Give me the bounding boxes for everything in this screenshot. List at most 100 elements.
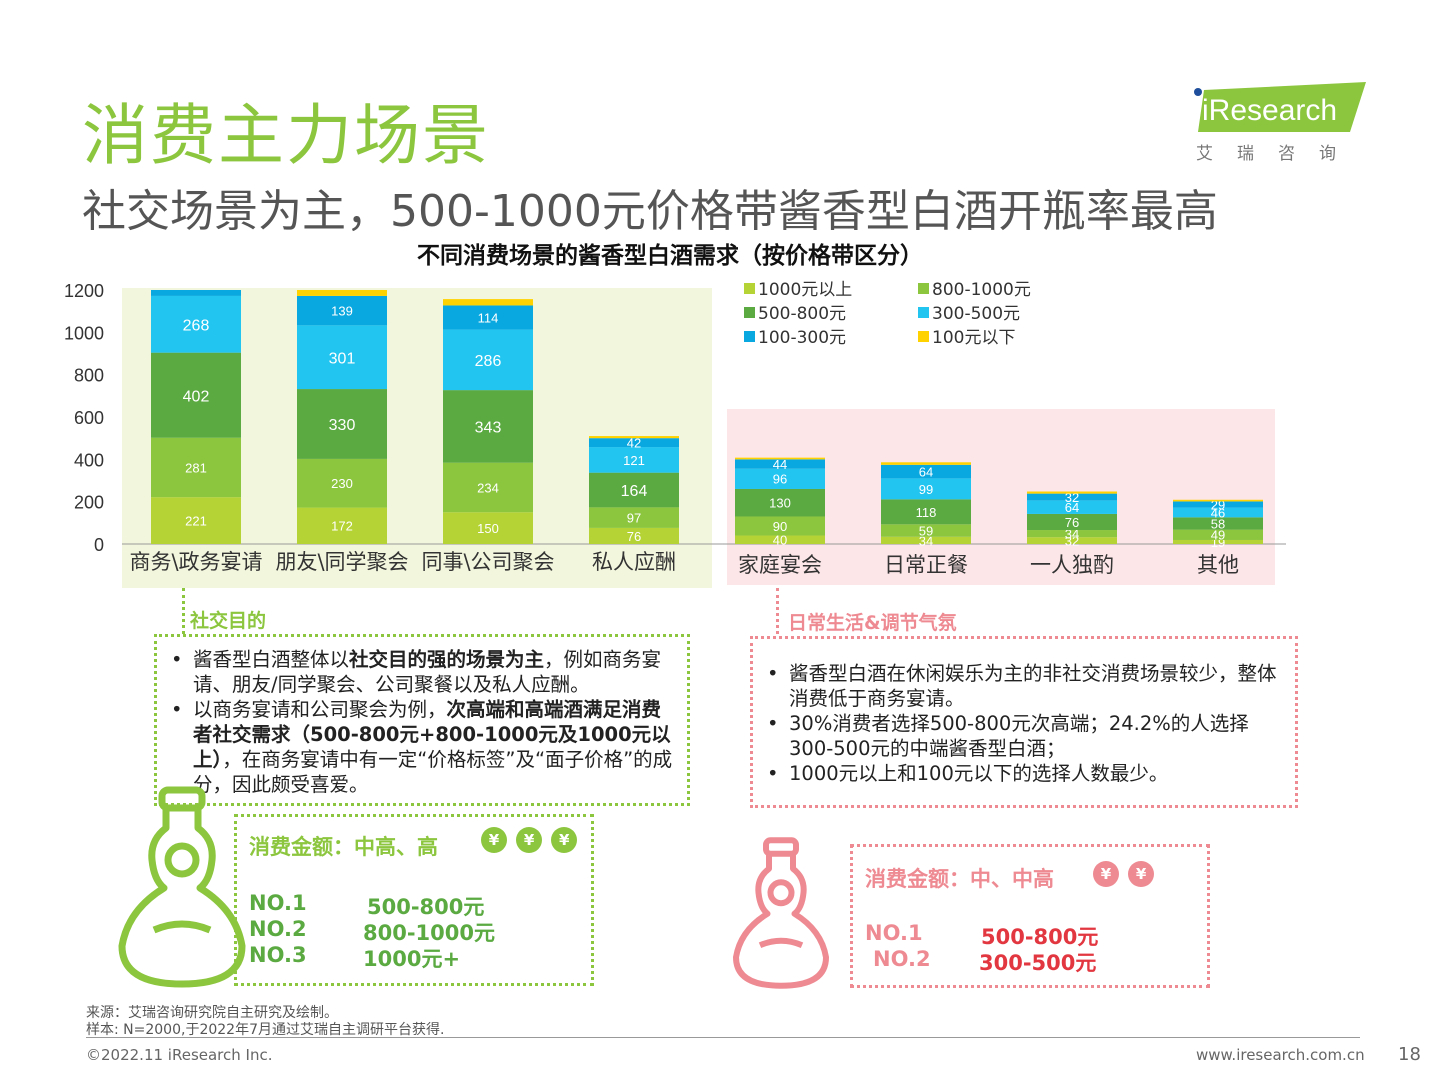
legend-swatch bbox=[744, 283, 755, 294]
bar-data-label: 118 bbox=[916, 505, 937, 520]
bar-data-label: 64 bbox=[919, 465, 933, 480]
bar-segment bbox=[1027, 491, 1117, 494]
social-bullet-2: 以商务宴请和公司聚会为例，次高端和高端酒满足消费者社交需求（500-800元+8… bbox=[163, 697, 673, 797]
bar-segment bbox=[443, 390, 533, 463]
bar-segment bbox=[1173, 501, 1263, 508]
bar-data-label: 221 bbox=[185, 514, 207, 529]
stacked-bar-chart: 0 200 400 600 800 1000 1200 221 281 402 268 商务\政务宴请… bbox=[64, 280, 1286, 588]
bar-data-label: 99 bbox=[919, 482, 933, 497]
bar-segment bbox=[881, 524, 971, 537]
x-category-label: 家庭宴会 bbox=[738, 553, 822, 577]
footer-divider bbox=[86, 1037, 1360, 1038]
legend-swatch bbox=[744, 307, 755, 318]
x-category-label: 一人独酌 bbox=[1030, 553, 1114, 577]
yen-icon: ¥ bbox=[481, 827, 507, 853]
bar-data-label: 268 bbox=[183, 317, 210, 334]
social-yen-icons: ¥ ¥ ¥ bbox=[477, 827, 578, 853]
social-bullets: 酱香型白酒整体以社交目的强的场景为主，例如商务宴请、朋友/同学聚会、公司聚餐以及… bbox=[163, 647, 673, 797]
social-panel: 酱香型白酒整体以社交目的强的场景为主，例如商务宴请、朋友/同学聚会、公司聚餐以及… bbox=[154, 634, 690, 806]
daily-rank-1-no: NO.1 bbox=[865, 921, 923, 945]
bar-segment bbox=[443, 305, 533, 330]
bar-segment bbox=[297, 290, 387, 296]
bar-data-label: 96 bbox=[773, 472, 787, 487]
bar-data-label: 49 bbox=[1211, 528, 1225, 543]
legend-label: 1000元以上 bbox=[758, 280, 852, 300]
social-spend-box: 消费金额：中高、高 ¥ ¥ ¥ NO.1 500-800元 NO.2 800-1… bbox=[234, 814, 594, 986]
bar-data-label: 64 bbox=[1065, 500, 1079, 515]
bar-segment bbox=[1173, 517, 1263, 530]
bar-data-label: 44 bbox=[773, 457, 787, 472]
bar-segment bbox=[1027, 493, 1117, 501]
bar-segment bbox=[1027, 530, 1117, 538]
yen-icon: ¥ bbox=[551, 827, 578, 853]
bar-segment bbox=[735, 488, 825, 517]
bar-data-label: 234 bbox=[477, 480, 499, 495]
daily-rank-2-value: 300-500元 bbox=[979, 951, 1097, 975]
bar-data-label: 76 bbox=[627, 529, 641, 544]
daily-rank-1-value: 500-800元 bbox=[981, 925, 1099, 949]
bar-data-label: 343 bbox=[475, 419, 502, 436]
bar-segment bbox=[443, 329, 533, 391]
bar-data-label: 281 bbox=[185, 460, 207, 475]
yen-icon: ¥ bbox=[516, 827, 543, 853]
social-rank-3-value: 1000元+ bbox=[363, 947, 461, 971]
bar-segment bbox=[735, 457, 825, 460]
daily-bullet-2: 30%消费者选择500-800元次高端；24.2%的人选择300-500元的中端… bbox=[759, 711, 1281, 761]
bar-data-label: 32 bbox=[1065, 490, 1079, 505]
sample-note: 样本: N=2000,于2022年7月通过艾瑞自主调研平台获得. bbox=[86, 1022, 445, 1038]
bar-data-label: 76 bbox=[1065, 515, 1079, 530]
bar-segment bbox=[735, 468, 825, 489]
daily-bullet-1: 酱香型白酒在休闲娱乐为主的非社交消费场景较少，整体消费低于商务宴请。 bbox=[759, 661, 1281, 711]
bar-data-label: 286 bbox=[475, 353, 502, 370]
bar-data-label: 114 bbox=[478, 310, 499, 325]
bar-data-label: 29 bbox=[1211, 497, 1225, 512]
y-tick-label: 400 bbox=[74, 450, 104, 470]
bar-data-label: 150 bbox=[477, 521, 499, 536]
bar-data-label: 46 bbox=[1211, 505, 1225, 520]
chart-title: 不同消费场景的酱香型白酒需求（按价格带区分） bbox=[417, 243, 923, 269]
x-category-label: 商务\政务宴请 bbox=[129, 550, 262, 574]
x-category-label: 日常正餐 bbox=[884, 553, 968, 577]
bar-segment bbox=[735, 459, 825, 469]
daily-spend-title: 消费金额：中、中高 bbox=[865, 867, 1054, 891]
daily-bullets: 酱香型白酒在休闲娱乐为主的非社交消费场景较少，整体消费低于商务宴请。 30%消费… bbox=[759, 661, 1281, 786]
bar-segment bbox=[589, 447, 679, 473]
bar-segment bbox=[297, 389, 387, 459]
bar-segment bbox=[881, 464, 971, 479]
bar-data-label: 172 bbox=[331, 519, 353, 534]
bar-segment bbox=[589, 527, 679, 544]
x-category-label: 同事\公司聚会 bbox=[421, 550, 554, 574]
bar-data-label: 330 bbox=[329, 417, 356, 434]
legend-label: 100-300元 bbox=[758, 328, 846, 348]
logo-subtitle: 艾瑞咨询 bbox=[1196, 144, 1360, 164]
legend-swatch bbox=[918, 283, 929, 294]
green-bottle-icon bbox=[118, 786, 246, 988]
bar-segment bbox=[443, 512, 533, 544]
bar-segment bbox=[151, 295, 241, 353]
bar-segment bbox=[297, 458, 387, 508]
x-category-label: 其他 bbox=[1197, 553, 1239, 577]
bar-segment bbox=[443, 462, 533, 513]
social-spend-title: 消费金额：中高、高 bbox=[249, 835, 438, 859]
legend-label: 800-1000元 bbox=[932, 280, 1031, 300]
bar-data-label: 130 bbox=[769, 496, 791, 511]
page-subtitle: 社交场景为主，500-1000元价格带酱香型白酒开瓶率最高 bbox=[82, 186, 1218, 237]
social-rank-3-no: NO.3 bbox=[249, 943, 307, 967]
y-tick-label: 800 bbox=[74, 366, 104, 386]
daily-rank-2-no: NO.2 bbox=[873, 947, 931, 971]
bar-segment bbox=[1173, 539, 1263, 544]
bar-segment bbox=[1173, 499, 1263, 502]
legend-label: 300-500元 bbox=[932, 304, 1020, 324]
bar-data-label: 90 bbox=[773, 519, 787, 534]
pink-bottle-icon bbox=[733, 837, 829, 989]
bar-segment bbox=[1027, 537, 1117, 544]
logo-backdrop bbox=[1198, 82, 1366, 132]
bar-segment bbox=[735, 535, 825, 544]
bar-data-label: 59 bbox=[919, 523, 933, 538]
bar-data-label: 32 bbox=[1065, 534, 1079, 549]
legend-label: 100元以下 bbox=[932, 328, 1015, 348]
bar-segment bbox=[589, 438, 679, 448]
bar-segment bbox=[589, 472, 679, 508]
page-title: 消费主力场景 bbox=[82, 97, 490, 174]
bar-segment bbox=[1027, 500, 1117, 514]
